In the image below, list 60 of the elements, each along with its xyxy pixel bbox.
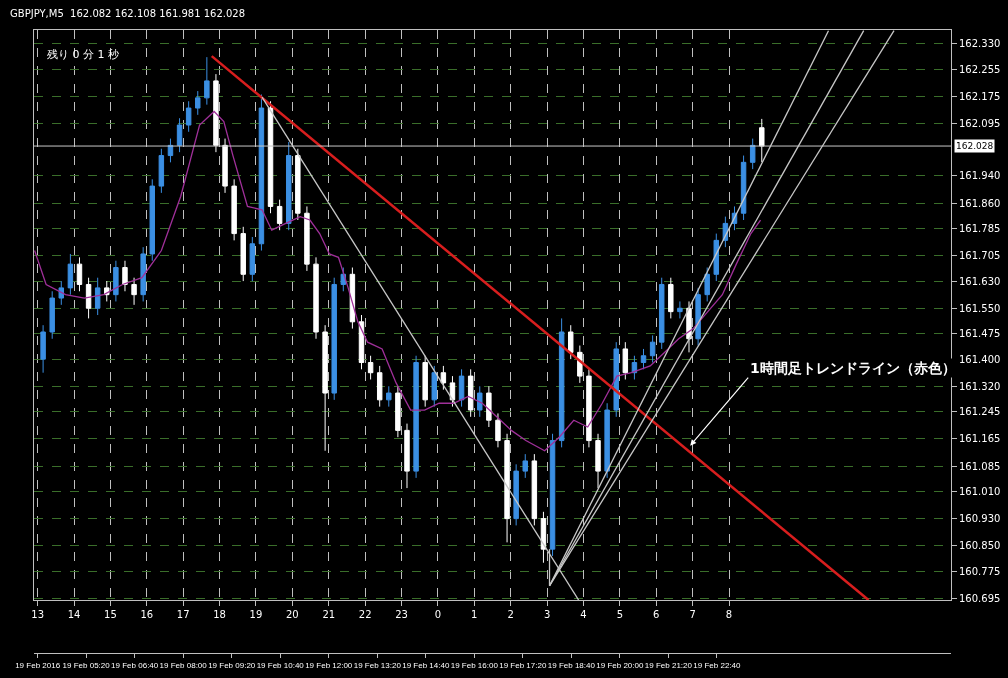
ref-line-label: 162.028 [956,141,994,151]
x-tick-label: 6 [653,609,660,621]
y-tick-label: 160.850 [959,540,1001,552]
x-tick-label: 13 [31,609,45,621]
y-tick-label: 161.785 [959,223,1001,234]
x2-tick-label: 19 Feb 21:20 [644,660,693,670]
x2-tick-label: 19 Feb 05:20 [62,660,111,670]
chart-title: GBPJPY,M5 162.082 162.108 161.981 162.028 [10,8,246,20]
x2-tick-label: 19 Feb 16:00 [450,660,499,670]
text: 残り 0 分 1 秒 [47,48,119,61]
x2-tick-label: 19 Feb 12:00 [305,660,353,670]
y-tick-label: 161.475 [959,328,1001,340]
y-tick-label: 161.085 [959,460,1001,472]
y-tick-label: 162.175 [959,90,1001,102]
x-tick-label: 3 [543,609,551,621]
x2-tick-label: 19 Feb 13:20 [353,660,402,670]
x-tick-label: 19 [249,609,263,621]
x2-tick-label: 19 Feb 08:00 [159,660,208,670]
y-tick-label: 160.775 [959,565,1001,577]
x-tick-label: 0 [434,609,442,621]
x-tick-label: 23 [395,609,408,621]
y-tick-label: 161.860 [959,197,1001,209]
x2-tick-label: 19 Feb 18:40 [547,660,596,670]
y-tick-label: 161.400 [959,353,1001,365]
x-tick-label: 22 [358,609,372,621]
y-tick-label: 161.165 [959,433,1001,445]
x2-tick-label: 19 Feb 17:20 [499,660,547,670]
y-tick-label: 162.095 [959,117,1001,129]
y-tick-label: 161.630 [959,275,1001,287]
x2-tick-label: 19 Feb 14:40 [402,660,450,670]
x-tick-label: 4 [580,609,587,621]
x-tick-label: 2 [507,609,514,621]
x2-tick-label: 19 Feb 09:20 [208,660,256,670]
y-tick-label: 160.930 [959,513,1001,525]
y-tick-label: 161.010 [959,485,1001,497]
x-tick-label: 8 [725,609,733,621]
x-tick-label: 15 [104,609,117,621]
x-tick-label: 1 [471,609,478,621]
x2-tick-label: 19 Feb 10:40 [256,660,305,670]
y-tick-label: 162.255 [959,63,1001,75]
x-tick-label: 21 [322,609,336,621]
x-tick-label: 17 [176,609,190,621]
y-tick-label: 162.330 [959,38,1001,50]
y-tick-label: 161.550 [959,302,1001,314]
x-tick-label: 20 [285,609,299,621]
x2-tick-label: 19 Feb 06:40 [111,660,159,670]
x2-tick-label: 19 Feb 22:40 [693,660,742,670]
x-tick-label: 5 [616,609,624,621]
y-tick-label: 161.245 [959,406,1001,418]
x2-tick-label: 19 Feb 20:00 [596,660,644,670]
x-tick-label: 18 [213,609,226,621]
x-tick-label: 16 [140,609,154,621]
x-tick-label: 7 [689,609,696,621]
y-tick-label: 161.705 [959,250,1001,262]
x-tick-label: 14 [67,609,81,621]
y-tick-label: 160.695 [959,592,1001,604]
annotation: 1時間足トレンドライン（赤色） [750,360,956,376]
y-tick-label: 161.320 [959,380,1001,392]
y-tick-label: 161.940 [959,170,1001,182]
x2-tick-label: 19 Feb 2016 [15,660,61,670]
